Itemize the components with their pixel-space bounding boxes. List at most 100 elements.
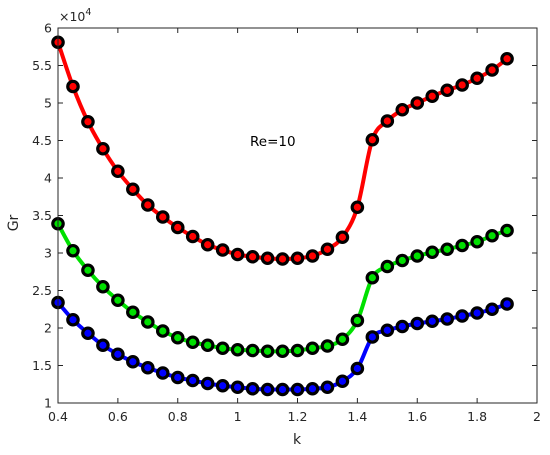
data-point-marker [485,63,499,77]
x-tick-label: 1.4 [347,409,367,424]
data-point-marker [350,313,365,328]
y-tick-label: 2.5 [32,283,52,298]
data-point-marker [185,229,200,244]
data-point-marker [290,343,305,358]
data-point-marker [410,316,425,331]
series-1 [51,35,514,266]
data-point-marker [440,83,454,98]
data-point-marker [470,306,484,320]
data-point-marker [320,339,335,353]
data-point-marker [455,78,469,92]
x-tick-label: 1 [234,409,242,424]
data-point-marker [200,338,215,353]
data-point-marker [230,247,245,262]
data-point-marker [500,223,514,238]
data-point-marker [380,114,395,128]
data-point-marker [425,245,440,260]
data-point-marker [96,279,110,294]
y-tick-label: 5.5 [32,58,52,73]
data-point-marker [66,312,80,327]
data-point-marker [455,238,469,253]
data-point-marker [141,360,155,375]
data-point-marker [395,253,410,268]
data-point-marker [96,141,110,156]
data-point-marker [500,297,514,311]
data-point-marker [81,263,95,278]
data-point-marker [485,302,499,317]
x-tick-label: 2 [533,409,541,424]
data-point-marker [305,381,320,396]
data-point-marker [155,324,170,338]
data-point-marker [335,374,350,389]
data-point-marker [170,330,185,345]
data-point-marker [290,382,305,397]
data-point-marker [395,102,410,117]
data-point-marker [410,96,425,110]
x-tick-label: 1.2 [288,409,308,424]
data-point-marker [215,378,230,393]
data-point-marker [425,89,440,104]
data-point-marker [126,305,140,320]
y-tick-label: 4.5 [32,133,52,148]
data-point-marker [320,242,335,257]
y-tick-label: 1 [44,396,52,411]
y-axis-multiplier: ×104 [59,7,91,24]
data-point-marker [111,293,125,308]
data-point-marker [350,361,365,376]
y-tick-label: 3.5 [32,208,52,223]
data-point-marker [500,51,514,66]
y-tick-label: 5 [44,96,52,111]
data-point-marker [185,335,200,350]
data-point-marker [425,314,440,329]
data-point-marker [230,342,245,357]
data-point-marker [365,132,380,147]
data-point-marker [470,71,484,86]
data-point-marker [305,249,320,263]
data-point-marker [260,251,275,266]
data-point-marker [335,332,350,347]
data-point-marker [170,220,185,235]
y-tick-label: 3 [44,246,52,261]
data-point-marker [275,252,290,266]
data-point-marker [245,343,260,358]
data-point-marker [230,380,245,395]
data-point-marker [155,210,170,224]
x-axis-label: k [293,432,302,448]
data-point-marker [275,344,290,359]
chart-annotation: Re=10 [250,134,296,150]
x-tick-label: 1.6 [407,409,427,424]
data-point-marker [275,382,290,397]
data-point-marker [66,79,80,94]
data-point-marker [260,344,275,359]
y-tick-label: 1.5 [32,358,52,373]
data-point-marker [410,249,425,263]
data-point-marker [380,259,395,274]
series-3 [51,295,514,397]
data-point-marker [81,114,95,129]
data-point-marker [215,243,230,257]
data-point-marker [126,182,140,197]
data-point-marker [485,228,499,243]
y-axis-multiplier-base: ×10 [59,9,85,24]
data-point-marker [395,319,410,334]
data-point-marker [305,341,320,356]
data-point-marker [260,382,275,397]
y-axis-label: Gr [6,214,22,231]
data-point-marker [170,370,185,385]
axes: 0.4 0.6 0.8 1 1.2 1.4 1.6 1.8 2 1 1.5 2 2.5 3 3.5 4 4.5 5… [32,21,541,425]
data-point-marker [245,381,260,396]
data-point-marker [365,270,380,285]
y-tick-label: 6 [44,21,52,36]
data-point-marker [141,198,155,212]
data-point-marker [185,373,200,388]
data-point-marker [335,230,350,245]
data-point-marker [440,312,454,326]
x-tick-label: 1.8 [467,409,487,424]
series-2 [51,216,514,359]
data-point-marker [440,242,454,257]
y-tick-label: 2 [44,321,52,336]
data-point-marker [96,338,110,353]
data-point-marker [320,380,335,395]
